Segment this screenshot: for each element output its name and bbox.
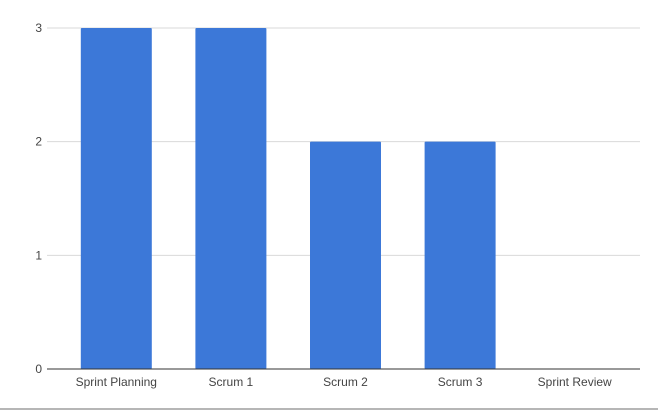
bars bbox=[80, 28, 496, 369]
bar bbox=[195, 28, 267, 369]
x-tick-label: Scrum 3 bbox=[438, 375, 483, 389]
y-tick-label: 3 bbox=[35, 21, 42, 35]
x-tick-label: Sprint Planning bbox=[76, 375, 157, 389]
y-tick-label: 2 bbox=[35, 135, 42, 149]
y-axis-ticks: 0 1 2 3 bbox=[35, 21, 42, 376]
x-tick-label: Sprint Review bbox=[538, 375, 612, 389]
bar bbox=[424, 141, 496, 369]
x-tick-label: Scrum 2 bbox=[323, 375, 368, 389]
x-axis-ticks: Sprint Planning Scrum 1 Scrum 2 Scrum 3 Spri… bbox=[76, 375, 612, 389]
bar bbox=[310, 141, 381, 369]
y-tick-label: 1 bbox=[35, 248, 42, 262]
y-tick-label: 0 bbox=[35, 362, 42, 376]
x-tick-label: Scrum 1 bbox=[209, 375, 254, 389]
bar bbox=[80, 28, 152, 369]
